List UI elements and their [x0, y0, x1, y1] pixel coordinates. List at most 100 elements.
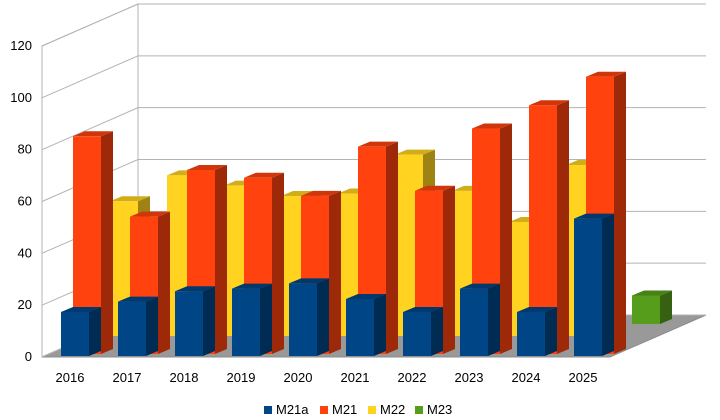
bar-m21a-2019: [232, 283, 272, 356]
bar-m21a-2020: [289, 278, 329, 356]
bar-top: [187, 164, 227, 170]
y-tick-label: 20: [18, 297, 32, 312]
bar-front: [517, 311, 545, 356]
bar-side: [272, 172, 284, 354]
bar-side: [374, 293, 386, 356]
bar-top: [586, 71, 626, 77]
bar-side: [660, 290, 672, 324]
bar-side: [443, 185, 455, 354]
legend-swatch: [415, 406, 423, 414]
bar-side: [260, 283, 272, 356]
bar-m21a-2024: [517, 306, 557, 356]
bar-side: [500, 123, 512, 355]
bar-top: [118, 296, 158, 302]
x-tick-label: 2022: [398, 370, 427, 385]
bar-m21a-2023: [460, 283, 500, 356]
legend-label: M23: [427, 402, 452, 417]
legend-label: M22: [380, 402, 405, 417]
gridline: [41, 107, 706, 151]
gridline: [41, 3, 706, 47]
bar-front: [118, 301, 146, 356]
bar-top: [403, 306, 443, 312]
bar-top: [175, 286, 215, 292]
bar-side: [89, 306, 101, 356]
bar-side: [317, 278, 329, 356]
x-axis-ticks: 2016 2017 2018 2019 2020 2021 2022 2023 2024 2025: [56, 370, 598, 385]
x-tick-label: 2024: [512, 370, 541, 385]
bar-side: [101, 131, 113, 354]
bar-side: [329, 190, 341, 354]
bar-m21a-2018: [175, 286, 215, 356]
bar-side: [431, 306, 443, 356]
bar-side: [545, 306, 557, 356]
bar-m21a-2016: [61, 306, 101, 356]
bar-front: [632, 295, 660, 324]
bar-side: [488, 283, 500, 356]
bar-m21a-2017: [118, 296, 158, 356]
bar-top: [574, 213, 614, 219]
legend-swatch: [368, 406, 376, 414]
legend-item: M23: [415, 402, 452, 417]
bar-top: [130, 211, 170, 217]
bar-top: [346, 293, 386, 299]
y-axis-ticks: 0 20 40 60 80 100 120: [10, 38, 32, 364]
x-tick-label: 2025: [569, 370, 598, 385]
bar-top: [358, 141, 398, 147]
bar-top: [395, 149, 435, 155]
y-tick-label: 40: [18, 245, 32, 260]
x-tick-label: 2019: [227, 370, 256, 385]
bar-front: [232, 288, 260, 356]
y-tick-label: 100: [10, 90, 32, 105]
legend-label: M21: [332, 402, 357, 417]
bar-top: [632, 290, 672, 296]
legend-swatch: [320, 406, 328, 414]
bar-front: [61, 311, 89, 356]
bar-m21a-2022: [403, 306, 443, 356]
bar-side: [557, 100, 569, 354]
bar-top: [61, 306, 101, 312]
y-tick-label: 120: [10, 38, 32, 53]
bar-top: [232, 283, 272, 289]
bar-top: [472, 123, 512, 129]
bar-m21a-2021: [346, 293, 386, 356]
bar-top: [244, 172, 284, 178]
bar-m21a-2025: [574, 213, 614, 356]
bar-m23-2025: [632, 290, 672, 324]
legend-label: M21a: [276, 402, 309, 417]
legend: M21a M21 M22 M23: [264, 402, 452, 417]
bar-side: [602, 213, 614, 356]
y-tick-label: 60: [18, 194, 32, 209]
bar-side: [203, 286, 215, 356]
legend-item: M21: [320, 402, 357, 417]
x-tick-label: 2021: [341, 370, 370, 385]
bars: [61, 71, 672, 356]
bar-front: [175, 291, 203, 356]
bar-side: [386, 141, 398, 354]
x-tick-label: 2023: [455, 370, 484, 385]
legend-item: M21a: [264, 402, 309, 417]
bar-top: [301, 190, 341, 196]
bar-side: [158, 211, 170, 354]
bar-top: [73, 131, 113, 137]
x-tick-label: 2016: [56, 370, 85, 385]
y-tick-label: 0: [25, 349, 32, 364]
x-tick-label: 2020: [284, 370, 313, 385]
bar-front: [289, 283, 317, 356]
bar-top: [110, 196, 150, 202]
bar-front: [574, 218, 602, 356]
legend-swatch: [264, 406, 272, 414]
bar-front: [460, 288, 488, 356]
bar-side: [614, 71, 626, 355]
bar-side: [215, 164, 227, 354]
bar-top: [460, 283, 500, 289]
y-tick-label: 80: [18, 142, 32, 157]
bar-top: [529, 100, 569, 106]
x-tick-label: 2018: [170, 370, 199, 385]
bar-front: [403, 311, 431, 356]
bar-top: [289, 278, 329, 284]
bar-front: [346, 298, 374, 356]
legend-item: M22: [368, 402, 405, 417]
gridline: [41, 55, 706, 99]
